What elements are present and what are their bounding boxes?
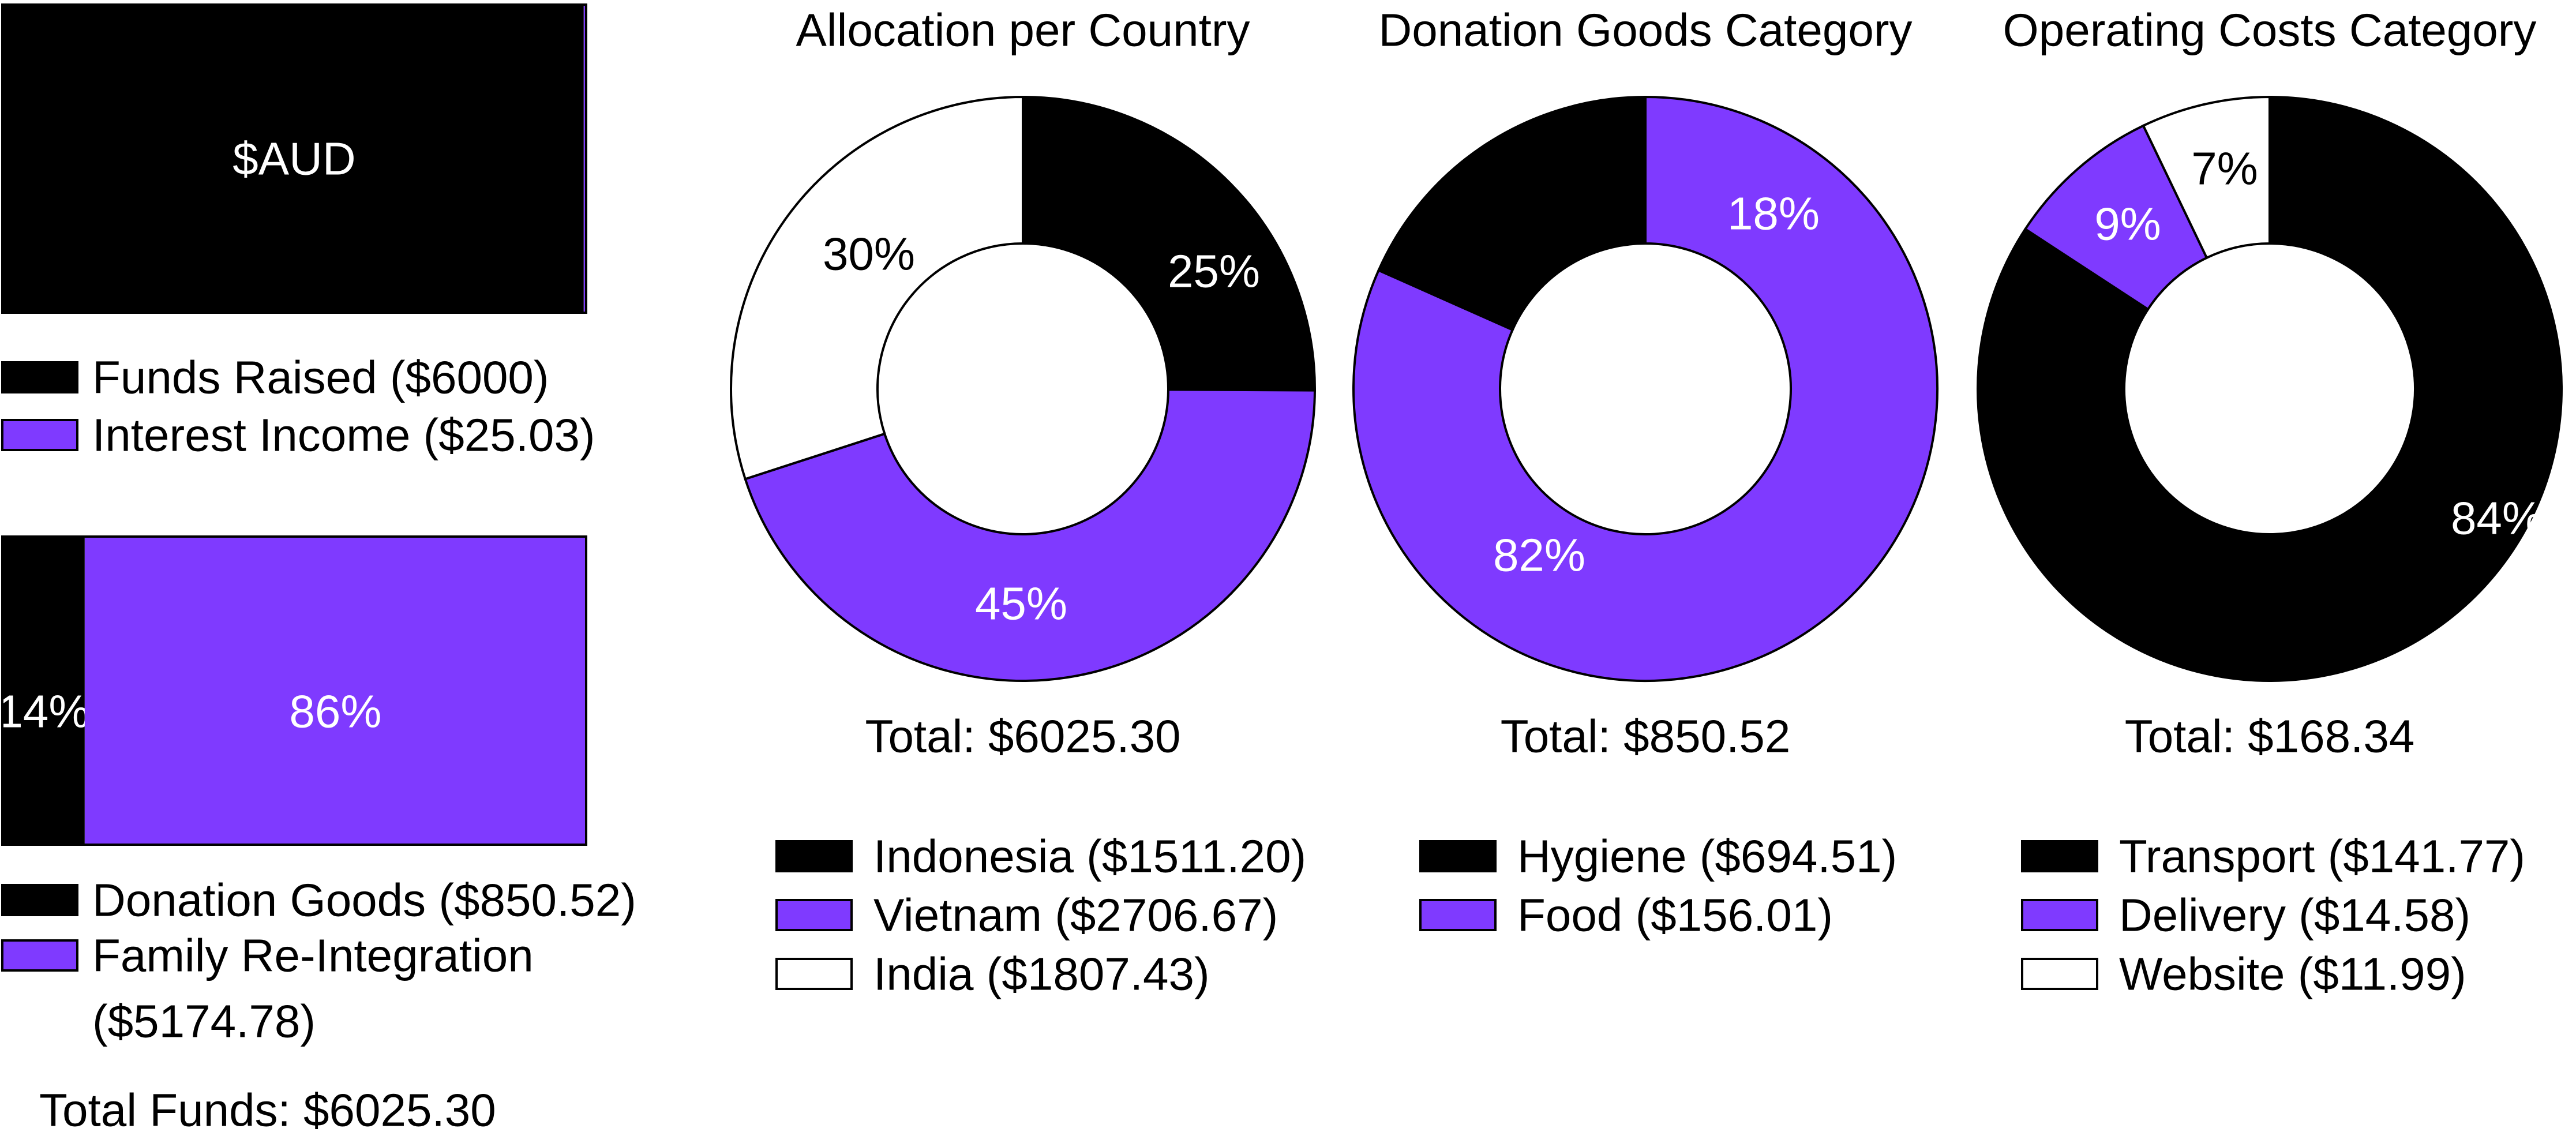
chart-total-label: Total: $850.52 (1501, 711, 1791, 762)
slice-percent-label: 82% (1493, 530, 1585, 581)
donut-slice (730, 95, 1024, 481)
legend-label: Family Re-Integration (92, 930, 534, 981)
donut-slice (1022, 95, 1316, 392)
legend-swatch (775, 958, 853, 990)
legend-label: Indonesia ($1511.20) (873, 831, 1306, 882)
legend-swatch (2021, 958, 2098, 990)
donut-slice (1377, 95, 1647, 332)
legend-label: Transport ($141.77) (2119, 831, 2525, 882)
bar-segment (84, 537, 586, 845)
slice-percent-label: 7% (2191, 143, 2258, 194)
bar-segment (2, 537, 85, 845)
total-funds-label: Total Funds: $6025.30 (39, 1085, 496, 1136)
legend-swatch (775, 899, 853, 931)
slice-percent-label: 25% (1168, 246, 1260, 297)
legend-swatch (2021, 899, 2098, 931)
donut-slice (744, 388, 1317, 682)
legend-label: Interest Income ($25.03) (92, 410, 595, 461)
chart-title: Operating Costs Category (2003, 5, 2537, 56)
donut-slice (2142, 95, 2271, 260)
legend-swatch (1, 419, 78, 451)
chart-total-label: Total: $6025.30 (865, 711, 1180, 762)
funds-stacked-bar: $AUD Funds Raised ($6000) Interest Income … (1, 3, 595, 461)
slice-percent-label: 45% (975, 578, 1067, 629)
legend-swatch (1, 939, 78, 972)
legend-label: Delivery ($14.58) (2119, 890, 2470, 941)
operating-costs-donut-chart: Operating Costs Category 84% 9% 7% Total: $1… (1977, 5, 2563, 1000)
chart-title: Donation Goods Category (1379, 5, 1913, 56)
slice-percent-label: 9% (2094, 198, 2161, 250)
legend-label: Vietnam ($2706.67) (873, 890, 1278, 941)
slice-percent-label: 18% (1727, 188, 1820, 239)
legend-swatch (1419, 899, 1497, 931)
allocation-stacked-bar: 14% 86% Donation Goods ($850.52)Family Re-… (0, 535, 636, 1136)
donut-slice (1352, 95, 1938, 682)
legend-swatch (1, 884, 78, 916)
legend-label: India ($1807.43) (873, 949, 1210, 1000)
chart-title: Allocation per Country (796, 5, 1250, 56)
legend-label: Funds Raised ($6000) (92, 352, 549, 403)
donation-goods-donut-chart: Donation Goods Category 82% 18% Total: $850… (1352, 5, 1938, 941)
legend-label: ($5174.78) (92, 996, 316, 1047)
bar-percent-label: 86% (289, 686, 381, 737)
legend-label: Donation Goods ($850.52) (92, 875, 636, 926)
chart-total-label: Total: $168.34 (2125, 711, 2415, 762)
bar-outline (1, 3, 587, 314)
bar-outline (1, 535, 587, 846)
legend-label: Food ($156.01) (1517, 890, 1833, 941)
bar-segment (2, 5, 584, 313)
legend-swatch (1419, 840, 1497, 872)
legend-swatch (1, 361, 78, 393)
bar-unit-label: $AUD (233, 133, 355, 185)
bar-segment (583, 5, 586, 313)
legend-swatch (2021, 840, 2098, 872)
country-donut-chart: Allocation per Country 25% 45% 30% Total: $6… (730, 5, 1317, 1000)
slice-percent-label: 84% (2451, 493, 2543, 544)
bar-percent-label: 14% (0, 686, 89, 737)
legend-swatch (775, 840, 853, 872)
legend-label: Website ($11.99) (2119, 949, 2466, 1000)
slice-percent-label: 30% (823, 228, 915, 280)
donut-slice (1977, 95, 2563, 682)
legend-label: Hygiene ($694.51) (1517, 831, 1897, 882)
